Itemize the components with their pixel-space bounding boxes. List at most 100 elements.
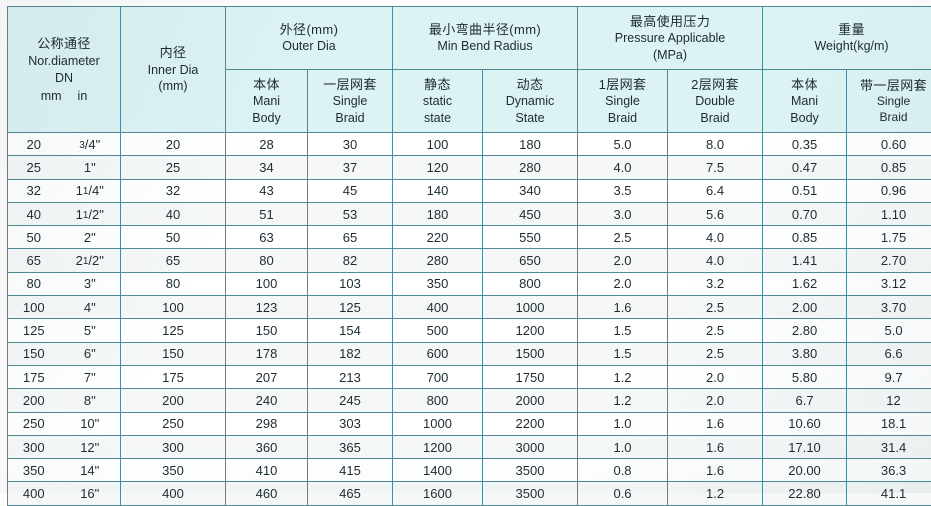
cell-inner-dia: 100 bbox=[121, 296, 226, 319]
cell-inner-dia: 250 bbox=[121, 412, 226, 435]
cell-inner-dia: 32 bbox=[121, 179, 226, 202]
cell-outer-dia-body: 410 bbox=[226, 459, 308, 482]
cell-outer-dia-body: 460 bbox=[226, 482, 308, 505]
cell-dn-inch: 3" bbox=[60, 276, 120, 291]
cell-pressure-single: 5.0 bbox=[578, 133, 668, 156]
cell-outer-dia-braid: 65 bbox=[308, 226, 393, 249]
cell-bend-static: 180 bbox=[393, 202, 483, 225]
cell-pressure-single: 0.6 bbox=[578, 482, 668, 505]
cell-weight-braid: 41.1 bbox=[847, 482, 931, 505]
cell-pressure-double: 4.0 bbox=[668, 249, 763, 272]
cell-pressure-single: 1.6 bbox=[578, 296, 668, 319]
cell-dn-mm: 200 bbox=[8, 393, 60, 408]
cell-bend-dynamic: 550 bbox=[483, 226, 578, 249]
cell-weight-braid: 31.4 bbox=[847, 435, 931, 458]
cell-pressure-single: 1.0 bbox=[578, 412, 668, 435]
cell-pressure-double: 2.5 bbox=[668, 296, 763, 319]
header-bend-radius-en: Min Bend Radius bbox=[393, 38, 577, 55]
cell-dn-mm: 32 bbox=[8, 183, 60, 198]
cell-bend-static: 500 bbox=[393, 319, 483, 342]
cell-outer-dia-body: 51 bbox=[226, 202, 308, 225]
cell-dn-mm: 300 bbox=[8, 440, 60, 455]
cell-weight-braid: 1.10 bbox=[847, 202, 931, 225]
cell-weight-braid: 2.70 bbox=[847, 249, 931, 272]
cell-bend-static: 280 bbox=[393, 249, 483, 272]
cell-bend-static: 140 bbox=[393, 179, 483, 202]
cell-bend-dynamic: 450 bbox=[483, 202, 578, 225]
cell-bend-dynamic: 3500 bbox=[483, 459, 578, 482]
cell-dn-inch: 5" bbox=[60, 323, 120, 338]
cell-pressure-single: 3.5 bbox=[578, 179, 668, 202]
cell-outer-dia-body: 207 bbox=[226, 365, 308, 388]
cell-bend-static: 1000 bbox=[393, 412, 483, 435]
header-bend-static: 静态 static state bbox=[393, 70, 483, 133]
cell-inner-dia: 125 bbox=[121, 319, 226, 342]
scanned-page: 公称通径 Nor.diameter DN mm in 内径 Inner Dia … bbox=[0, 0, 931, 493]
cell-dn-inch: 4" bbox=[60, 300, 120, 315]
cell-outer-dia-body: 240 bbox=[226, 389, 308, 412]
cell-pressure-single: 2.0 bbox=[578, 272, 668, 295]
cell-weight-body: 10.60 bbox=[763, 412, 847, 435]
header-outer-dia-body: 本体 Mani Body bbox=[226, 70, 308, 133]
cell-pressure-double: 2.0 bbox=[668, 389, 763, 412]
header-bend-radius-group: 最小弯曲半径(mm) Min Bend Radius bbox=[393, 7, 578, 70]
cell-inner-dia: 300 bbox=[121, 435, 226, 458]
cell-dn-mm: 400 bbox=[8, 486, 60, 501]
header-pressure-double-en1: Double bbox=[668, 93, 762, 110]
cell-weight-braid: 3.70 bbox=[847, 296, 931, 319]
cell-pressure-single: 2.0 bbox=[578, 249, 668, 272]
header-pressure-single: 1层网套 Single Braid bbox=[578, 70, 668, 133]
header-bend-static-en2: state bbox=[393, 110, 482, 127]
header-pressure-single-en1: Single bbox=[578, 93, 667, 110]
header-bend-dynamic: 动态 Dynamic State bbox=[483, 70, 578, 133]
cell-dn-mm: 250 bbox=[8, 416, 60, 431]
header-weight-body-en1: Mani bbox=[763, 93, 846, 110]
header-bend-dynamic-cn: 动态 bbox=[483, 76, 577, 93]
cell-pressure-single: 1.5 bbox=[578, 342, 668, 365]
header-weight-cn: 重量 bbox=[763, 21, 931, 38]
cell-pressure-single: 2.5 bbox=[578, 226, 668, 249]
cell-bend-static: 600 bbox=[393, 342, 483, 365]
cell-dn-inch: 11/4" bbox=[60, 183, 120, 198]
cell-pressure-double: 1.6 bbox=[668, 459, 763, 482]
cell-pressure-double: 6.4 bbox=[668, 179, 763, 202]
cell-inner-dia: 50 bbox=[121, 226, 226, 249]
header-weight-braid: 带一层网套 Single Braid bbox=[847, 70, 931, 133]
cell-weight-body: 0.70 bbox=[763, 202, 847, 225]
cell-bend-static: 1400 bbox=[393, 459, 483, 482]
cell-dn-mm: 175 bbox=[8, 370, 60, 385]
header-bend-radius-cn: 最小弯曲半径(mm) bbox=[393, 21, 577, 38]
cell-bend-dynamic: 2000 bbox=[483, 389, 578, 412]
cell-weight-body: 1.62 bbox=[763, 272, 847, 295]
cell-bend-dynamic: 800 bbox=[483, 272, 578, 295]
cell-bend-dynamic: 340 bbox=[483, 179, 578, 202]
cell-dn-inch: 7" bbox=[60, 370, 120, 385]
cell-weight-body: 0.35 bbox=[763, 133, 847, 156]
cell-dn-inch: 16" bbox=[60, 486, 120, 501]
cell-weight-braid: 6.6 bbox=[847, 342, 931, 365]
cell-bend-dynamic: 180 bbox=[483, 133, 578, 156]
cell-bend-static: 1600 bbox=[393, 482, 483, 505]
cell-weight-braid: 0.60 bbox=[847, 133, 931, 156]
cell-inner-dia: 20 bbox=[121, 133, 226, 156]
table-header: 公称通径 Nor.diameter DN mm in 内径 Inner Dia … bbox=[8, 7, 931, 133]
cell-weight-body: 1.41 bbox=[763, 249, 847, 272]
cell-pressure-double: 2.5 bbox=[668, 342, 763, 365]
cell-outer-dia-braid: 213 bbox=[308, 365, 393, 388]
cell-outer-dia-braid: 82 bbox=[308, 249, 393, 272]
cell-dn-inch: 6" bbox=[60, 346, 120, 361]
